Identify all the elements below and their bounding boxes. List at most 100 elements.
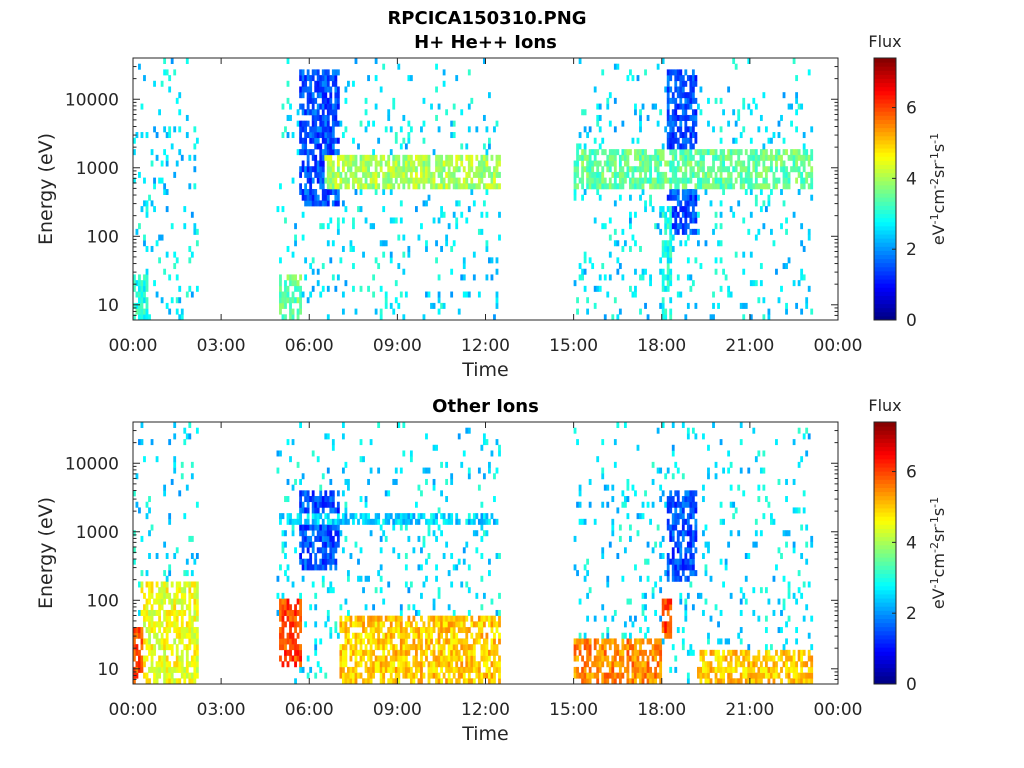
spectrogram-cell [279, 655, 282, 662]
spectrogram-cell [402, 666, 406, 673]
spectrogram-cell [583, 672, 587, 679]
spectrogram-cell [699, 109, 703, 116]
spectrogram-cell [455, 638, 459, 645]
spectrogram-cell [674, 666, 678, 673]
spectrogram-cell [170, 666, 174, 673]
spectrogram-cell [462, 177, 466, 184]
spectrogram-cell [309, 496, 313, 503]
spectrogram-cell [294, 604, 297, 611]
spectrogram-cell [422, 183, 426, 190]
spectrogram-cell [379, 621, 383, 628]
spectrogram-cell [669, 206, 673, 213]
spectrogram-cell [296, 632, 300, 639]
spectrogram-cell [674, 211, 678, 218]
spectrogram-cell [694, 109, 698, 116]
spectrogram-cell [679, 217, 683, 224]
spectrogram-cell [659, 149, 663, 156]
spectrogram-cell [636, 666, 640, 673]
spectrogram-cell [309, 564, 313, 571]
spectrogram-cell [311, 132, 315, 139]
spectrogram-cell [422, 649, 426, 656]
spectrogram-cell [321, 80, 325, 87]
spectrogram-cell [777, 672, 781, 679]
spectrogram-cell [185, 58, 189, 64]
spectrogram-cell [334, 518, 338, 525]
spectrogram-cell [583, 143, 587, 150]
spectrogram-cell [767, 166, 771, 173]
spectrogram-cell [749, 678, 753, 685]
spectrogram-cell [430, 666, 433, 673]
spectrogram-cell [160, 297, 164, 304]
spectrogram-cell [344, 501, 348, 508]
spectrogram-cell [598, 649, 602, 656]
spectrogram-cell [573, 535, 577, 542]
spectrogram-cell [482, 530, 486, 537]
spectrogram-cell [606, 160, 610, 167]
spectrogram-cell [193, 638, 197, 645]
spectrogram-cell [304, 530, 308, 537]
spectrogram-cell [649, 194, 652, 201]
spectrogram-cell [359, 166, 363, 173]
spectrogram-cell [425, 433, 428, 440]
spectrogram-cell [639, 513, 642, 520]
spectrogram-cell [611, 638, 615, 645]
spectrogram-cell [314, 553, 318, 559]
spectrogram-cell [747, 661, 751, 668]
spectrogram-cell [357, 649, 360, 656]
spectrogram-cell [344, 638, 348, 645]
spectrogram-cell [747, 160, 751, 167]
spectrogram-cell [465, 177, 469, 184]
spectrogram-cell [324, 132, 328, 139]
spectrogram-cell [412, 160, 416, 167]
spectrogram-cell [724, 166, 728, 173]
spectrogram-cell [150, 615, 154, 622]
spectrogram-cell [802, 160, 806, 167]
spectrogram-cell [611, 183, 615, 190]
spectrogram-cell [488, 558, 491, 565]
spectrogram-cell [596, 114, 600, 121]
spectrogram-cell [714, 268, 718, 275]
spectrogram-cell [299, 86, 302, 93]
spectrogram-cell [676, 496, 680, 503]
spectrogram-cell [669, 177, 673, 184]
spectrogram-cell [392, 217, 396, 224]
spectrogram-cell [495, 661, 499, 668]
spectrogram-cell [445, 638, 449, 645]
spectrogram-cell [173, 661, 177, 668]
spectrogram-cell [155, 632, 159, 639]
x-tick-label: 06:00 [285, 336, 334, 356]
spectrogram-cell [805, 541, 809, 548]
spectrogram-cell [686, 177, 690, 184]
spectrogram-cell [392, 615, 396, 622]
spectrogram-cell [634, 655, 637, 662]
spectrogram-cell [480, 501, 484, 508]
spectrogram-cell [138, 581, 141, 588]
spectrogram-cell [621, 171, 625, 178]
spectrogram-cell [377, 171, 381, 178]
spectrogram-cell [329, 109, 333, 116]
spectrogram-cell [608, 672, 612, 679]
spectrogram-cell [659, 171, 663, 178]
spectrogram-cell [623, 632, 627, 639]
spectrogram-cell [583, 638, 587, 645]
spectrogram-cell [623, 501, 627, 508]
spectrogram-cell [689, 553, 693, 559]
spectrogram-cell [442, 160, 446, 167]
spectrogram-cell [649, 154, 652, 161]
spectrogram-cell [686, 513, 690, 520]
spectrogram-cell [717, 655, 720, 662]
spectrogram-cell [344, 507, 348, 514]
spectrogram-cell [306, 194, 310, 201]
spectrogram-cell [150, 581, 154, 588]
spectrogram-cell [364, 217, 368, 224]
spectrogram-cell [679, 80, 683, 87]
spectrogram-cell [326, 553, 330, 559]
spectrogram-cell [158, 621, 161, 628]
spectrogram-cell [611, 518, 615, 525]
spectrogram-cell [611, 655, 615, 662]
spectrogram-cell [634, 638, 637, 645]
colorbar-segment [874, 213, 896, 219]
spectrogram-cell [792, 58, 796, 64]
spectrogram-cell [674, 501, 678, 508]
spectrogram-cell [787, 154, 791, 161]
